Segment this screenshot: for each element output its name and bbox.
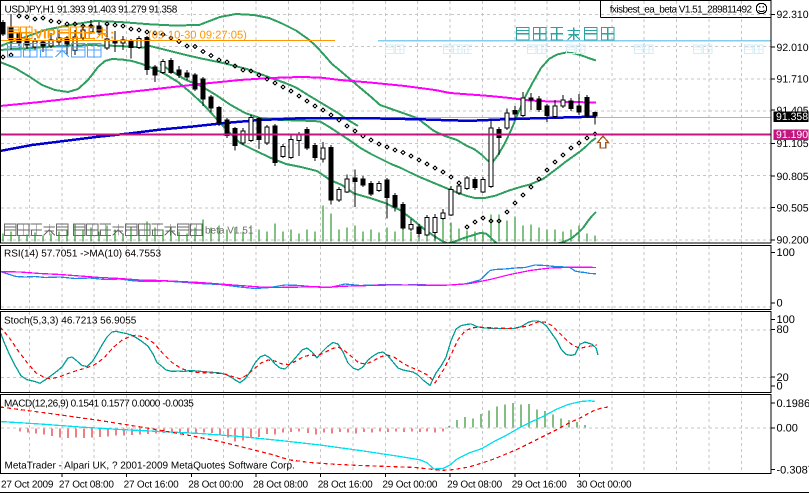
svg-text:30 Oct 00:00: 30 Oct 00:00 <box>577 480 632 491</box>
svg-text:91.710: 91.710 <box>777 74 809 86</box>
svg-text:Stoch(5,3,3) 46.7213 56.9055: Stoch(5,3,3) 46.7213 56.9055 <box>4 316 137 327</box>
svg-text:80: 80 <box>777 324 789 336</box>
svg-text:92.010: 92.010 <box>777 42 809 54</box>
svg-text:USDJPY,H1 91.393 91.403 91.27: USDJPY,H1 91.393 91.403 91.279 91.358 <box>5 5 178 16</box>
svg-text:29 Oct 00:00: 29 Oct 00:00 <box>382 480 437 491</box>
svg-text:92.310: 92.310 <box>777 9 809 21</box>
svg-text:100: 100 <box>777 247 795 259</box>
svg-text:90.805: 90.805 <box>777 171 809 183</box>
svg-text:0.1986: 0.1986 <box>777 398 809 410</box>
svg-text:28 Oct 16:00: 28 Oct 16:00 <box>318 480 373 491</box>
svg-text:28 Oct 08:00: 28 Oct 08:00 <box>253 480 308 491</box>
svg-text:0: 0 <box>777 298 783 310</box>
svg-text:27 Oct 2009: 27 Oct 2009 <box>1 480 54 491</box>
svg-text:90.200: 90.200 <box>777 235 809 247</box>
svg-text::: : <box>110 27 115 42</box>
svg-text:29 Oct 16:00: 29 Oct 16:00 <box>512 480 567 491</box>
svg-text:beta V1.51: beta V1.51 <box>205 226 254 237</box>
svg-text:MACD(12,26,9) 0.1541 0.1577 0.: MACD(12,26,9) 0.1541 0.1577 0.0000 -0.00… <box>4 399 194 410</box>
svg-text:-0.3087: -0.3087 <box>777 464 809 476</box>
svg-text:29 Oct 08:00: 29 Oct 08:00 <box>447 480 502 491</box>
svg-text:91.105: 91.105 <box>777 138 809 150</box>
svg-text:0: 0 <box>777 381 783 393</box>
svg-text:100: 100 <box>777 314 795 326</box>
svg-text:VIP: VIP <box>34 27 56 42</box>
svg-text:RSI(14) 57.7051 ->MA(10) 64.7: RSI(14) 57.7051 ->MA(10) 64.7553 <box>4 249 161 260</box>
svg-text:0.00: 0.00 <box>777 423 798 435</box>
svg-text:27 Oct 08:00: 27 Oct 08:00 <box>59 480 114 491</box>
svg-text:28 Oct 00:00: 28 Oct 00:00 <box>188 480 243 491</box>
svg-text:MetaTrader - Alpari UK, ? 2001: MetaTrader - Alpari UK, ? 2001-2009 Meta… <box>5 461 295 472</box>
svg-text:(09-10-30 09:27:05): (09-10-30 09:27:05) <box>148 30 247 42</box>
svg-text:90.505: 90.505 <box>777 202 809 214</box>
svg-text:91.190: 91.190 <box>776 129 808 141</box>
svg-text:20: 20 <box>777 372 789 384</box>
svg-text:91.358: 91.358 <box>776 111 808 123</box>
svg-text:27 Oct 16:00: 27 Oct 16:00 <box>124 480 179 491</box>
svg-text:fxisbest_ea_beta V1.51_2898114: fxisbest_ea_beta V1.51_289811492 <box>610 4 753 15</box>
